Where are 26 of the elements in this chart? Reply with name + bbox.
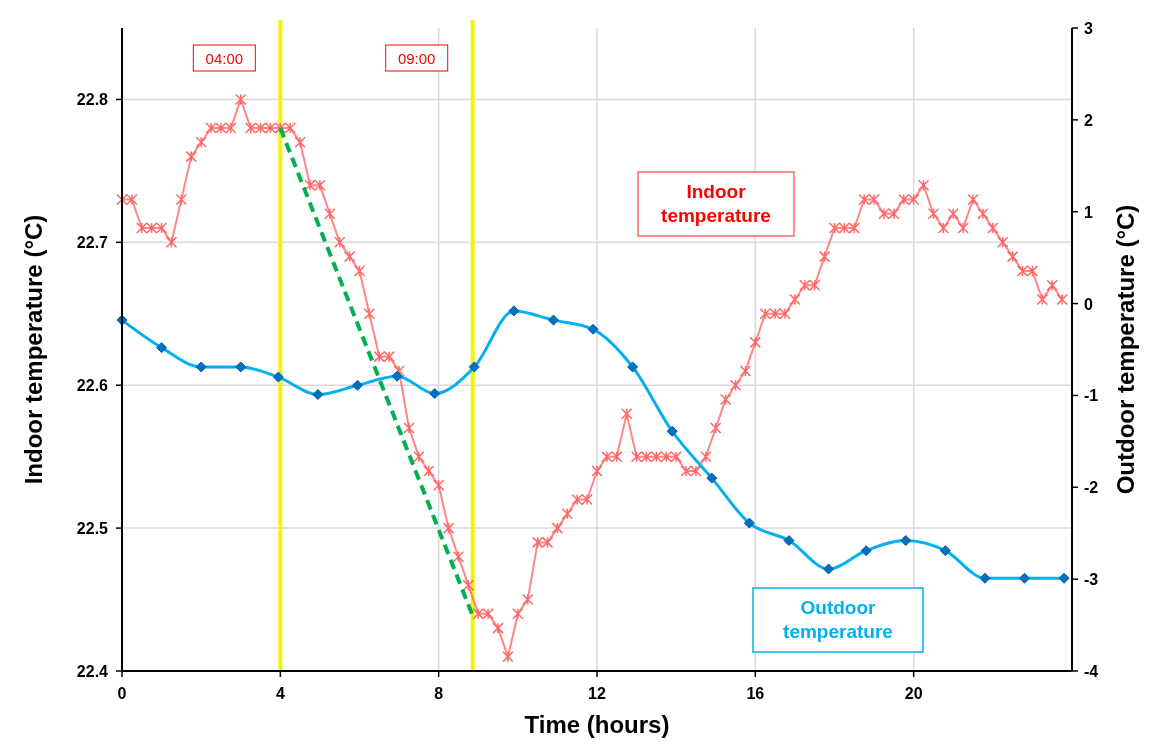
x-tick-label: 20 [904, 685, 923, 702]
x-tick-label: 4 [275, 685, 285, 702]
y-tick-label: 22.6 [76, 377, 109, 395]
y-tick-label: 22.7 [76, 234, 109, 252]
x-axis-title: Time (hours) [524, 711, 670, 738]
y-tick-label: 22.5 [76, 520, 109, 538]
text: Outdoor temperature [783, 597, 893, 642]
ref-line-label: 09:00 [397, 50, 436, 67]
y2-tick-label: -1 [1084, 387, 1099, 405]
y2-tick-label: 3 [1084, 20, 1093, 37]
y-tick-label: 22.8 [76, 91, 109, 109]
y2-tick-label: 1 [1084, 203, 1093, 221]
y-axis-title: Indoor temperature (°C) [20, 214, 47, 485]
y2-tick-label: -2 [1084, 479, 1099, 497]
y-tick-label: 22.4 [76, 663, 109, 680]
text: Indoor temperature [661, 181, 771, 226]
y2-axis-title: Outdoor temperature (°C) [1112, 204, 1139, 495]
y2-tick-label: 0 [1084, 295, 1093, 313]
x-tick-label: 12 [588, 685, 606, 702]
y2-tick-label: -4 [1084, 663, 1099, 680]
x-tick-label: 8 [434, 685, 444, 702]
x-tick-label: 16 [746, 685, 765, 702]
x-tick-label: 0 [117, 685, 127, 702]
ref-line-label: 04:00 [205, 50, 244, 67]
y2-tick-label: 2 [1084, 111, 1093, 129]
y2-tick-label: -3 [1084, 571, 1099, 589]
